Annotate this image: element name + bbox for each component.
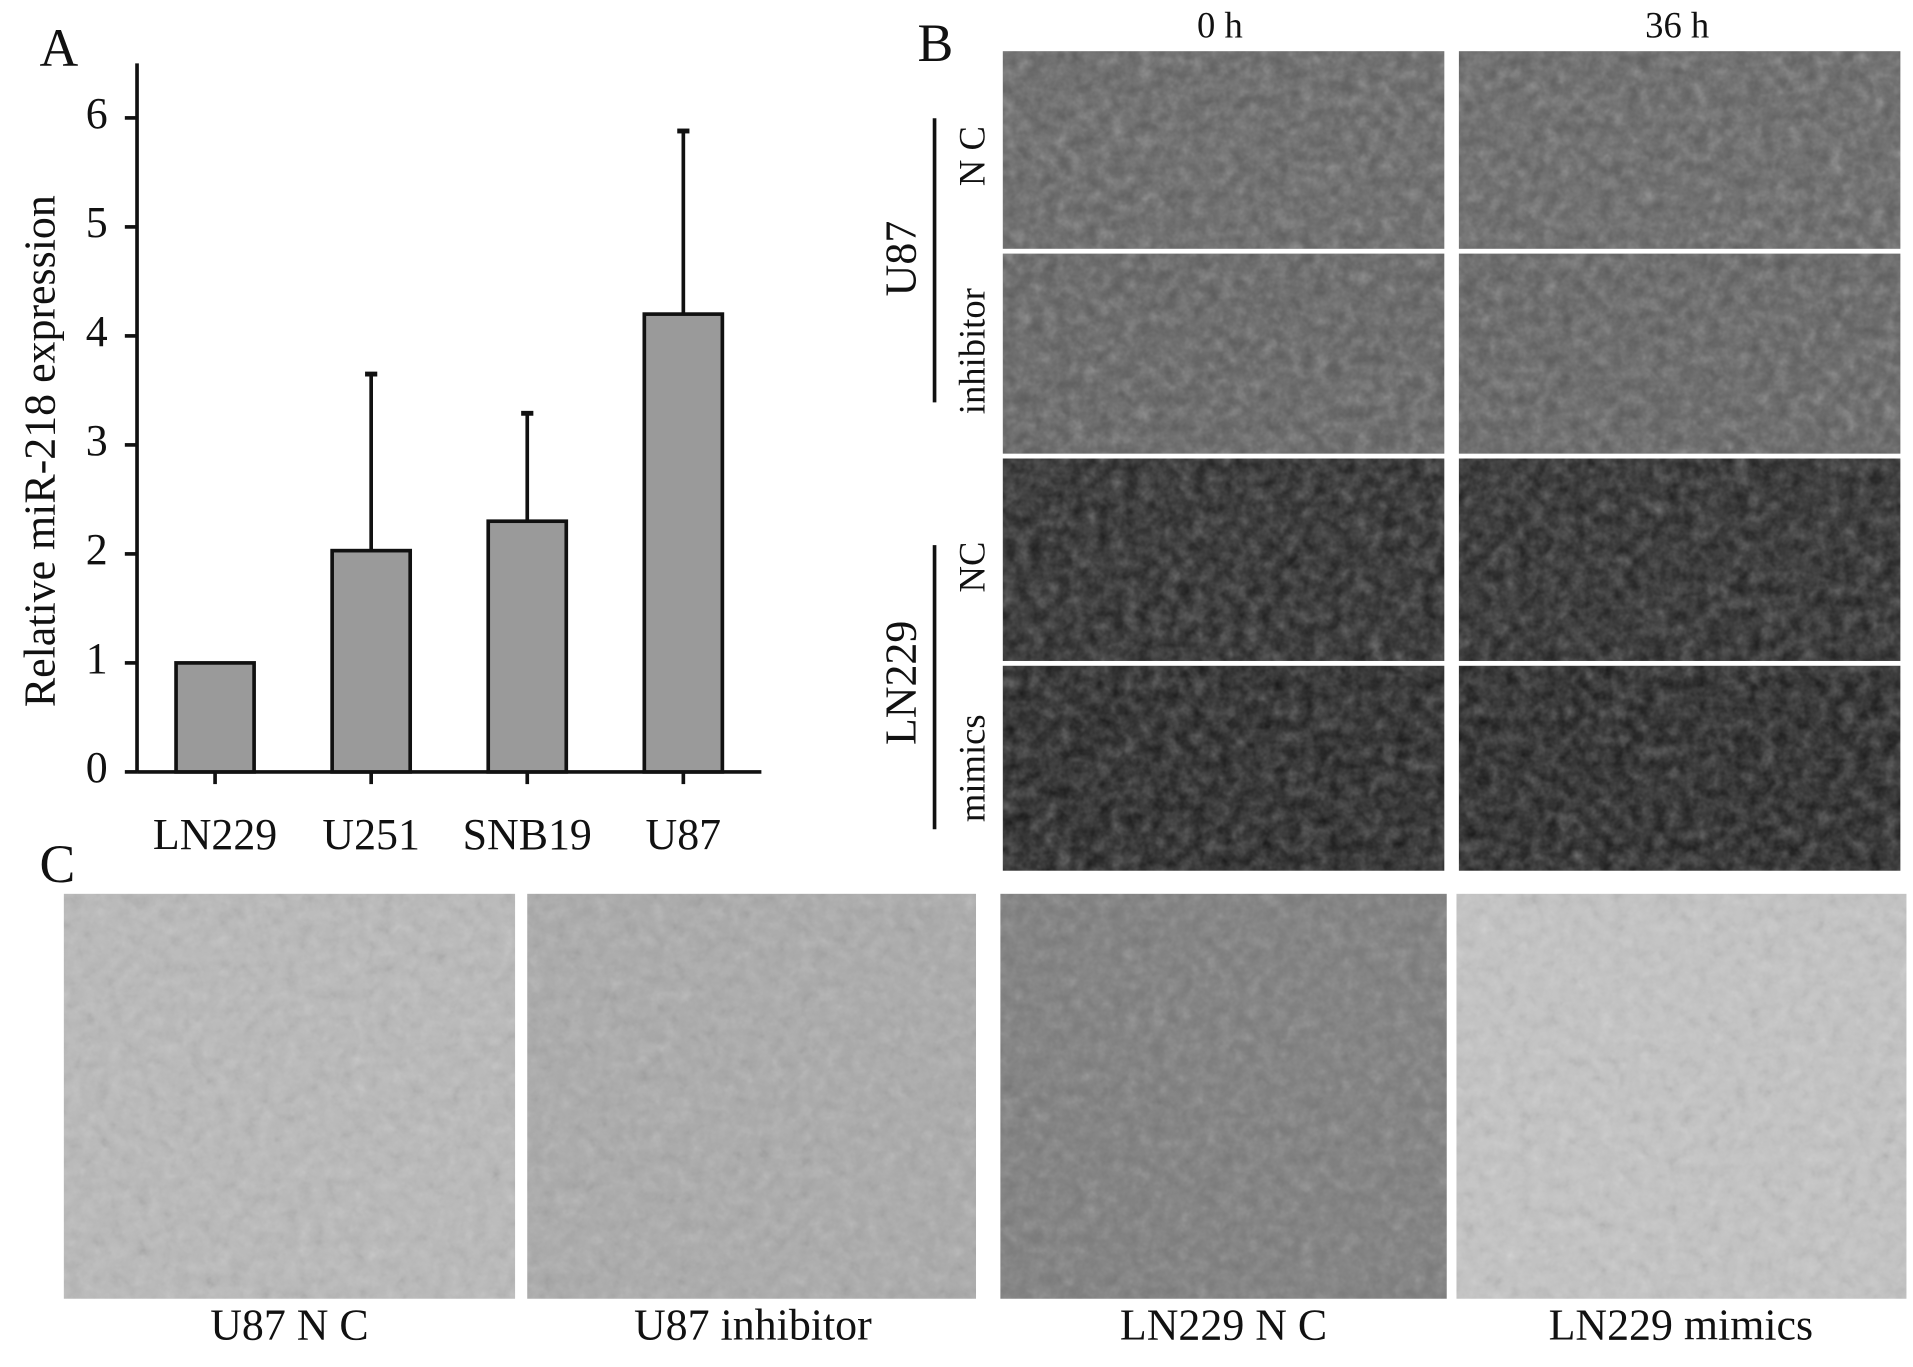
x-tick-label: U87 (646, 811, 722, 859)
caption: LN229 mimics (1549, 1301, 1814, 1349)
x-tick-label: U251 (322, 811, 420, 859)
x-tick-label: LN229 (153, 811, 277, 859)
row-label: inhibitor (951, 288, 992, 414)
panel-label: A (39, 18, 78, 78)
x-tick-label: SNB19 (463, 811, 592, 859)
panel-label: C (39, 834, 75, 894)
y-tick-label: 5 (86, 199, 108, 247)
micrograph-texture (1458, 458, 1901, 661)
caption: LN229 N C (1120, 1301, 1327, 1349)
column-header: 36 h (1645, 5, 1709, 46)
micrograph-texture (1458, 665, 1901, 871)
y-tick-label: 4 (86, 308, 108, 356)
y-tick-label: 1 (86, 635, 108, 683)
row-label: NC (951, 542, 992, 593)
micrograph-texture (63, 893, 516, 1299)
micrograph-texture (1002, 458, 1445, 661)
caption: U87 N C (210, 1301, 369, 1349)
micrograph-texture (1002, 51, 1445, 249)
column-header: 0 h (1197, 5, 1243, 46)
group-label: U87 (877, 221, 925, 297)
row-label: mimics (951, 714, 992, 822)
row-label: N C (951, 126, 992, 186)
bar (174, 661, 256, 774)
y-tick-label: 0 (86, 744, 108, 792)
y-tick-label: 2 (86, 526, 108, 574)
caption: U87 inhibitor (634, 1301, 872, 1349)
y-tick-label: 3 (86, 417, 108, 465)
micrograph-texture (1002, 665, 1445, 871)
bar (486, 519, 569, 774)
micrograph-texture (1458, 253, 1901, 454)
bar (642, 312, 725, 774)
panel-label: B (917, 13, 953, 73)
bar (330, 548, 413, 774)
micrograph-texture (1000, 893, 1447, 1299)
micrograph-texture (1458, 51, 1901, 249)
y-tick-label: 6 (86, 90, 108, 138)
y-axis-title: Relative miR-218 expression (16, 195, 64, 707)
group-label: LN229 (877, 621, 925, 745)
micrograph-texture (1456, 893, 1907, 1299)
micrograph-texture (527, 893, 977, 1299)
micrograph-texture (1002, 253, 1445, 454)
